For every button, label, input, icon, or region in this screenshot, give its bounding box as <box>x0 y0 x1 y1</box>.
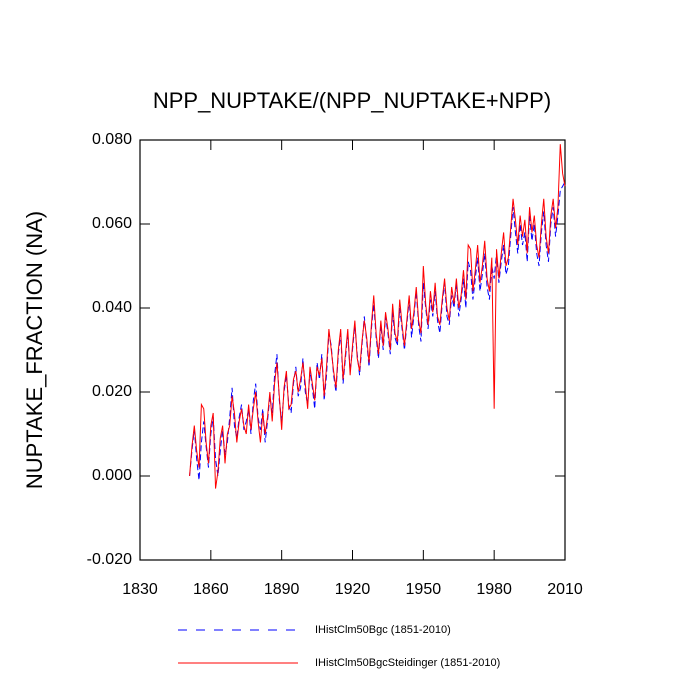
x-tick-label: 1950 <box>406 581 442 598</box>
x-tick-label: 1830 <box>122 581 158 598</box>
x-tick-label: 2010 <box>547 581 583 598</box>
x-tick-label: 1920 <box>335 581 371 598</box>
legend-label: IHistClm50BgcSteidinger (1851-2010) <box>315 657 500 669</box>
y-tick-label: 0.040 <box>92 299 132 316</box>
x-tick-label: 1980 <box>476 581 512 598</box>
legend-label: IHistClm50Bgc (1851-2010) <box>315 624 451 636</box>
x-tick-label: 1890 <box>264 581 300 598</box>
data-line <box>189 181 566 481</box>
y-tick-label: -0.020 <box>87 551 132 568</box>
y-tick-label: 0.060 <box>92 215 132 232</box>
chart-title: NPP_NUPTAKE/(NPP_NUPTAKE+NPP) <box>153 88 551 113</box>
y-tick-label: 0.080 <box>92 131 132 148</box>
x-tick-label: 1860 <box>193 581 229 598</box>
y-tick-label: 0.000 <box>92 467 132 484</box>
y-tick-label: 0.020 <box>92 383 132 400</box>
data-line <box>189 144 566 489</box>
y-axis-label: NUPTAKE_FRACTION (NA) <box>22 211 47 489</box>
